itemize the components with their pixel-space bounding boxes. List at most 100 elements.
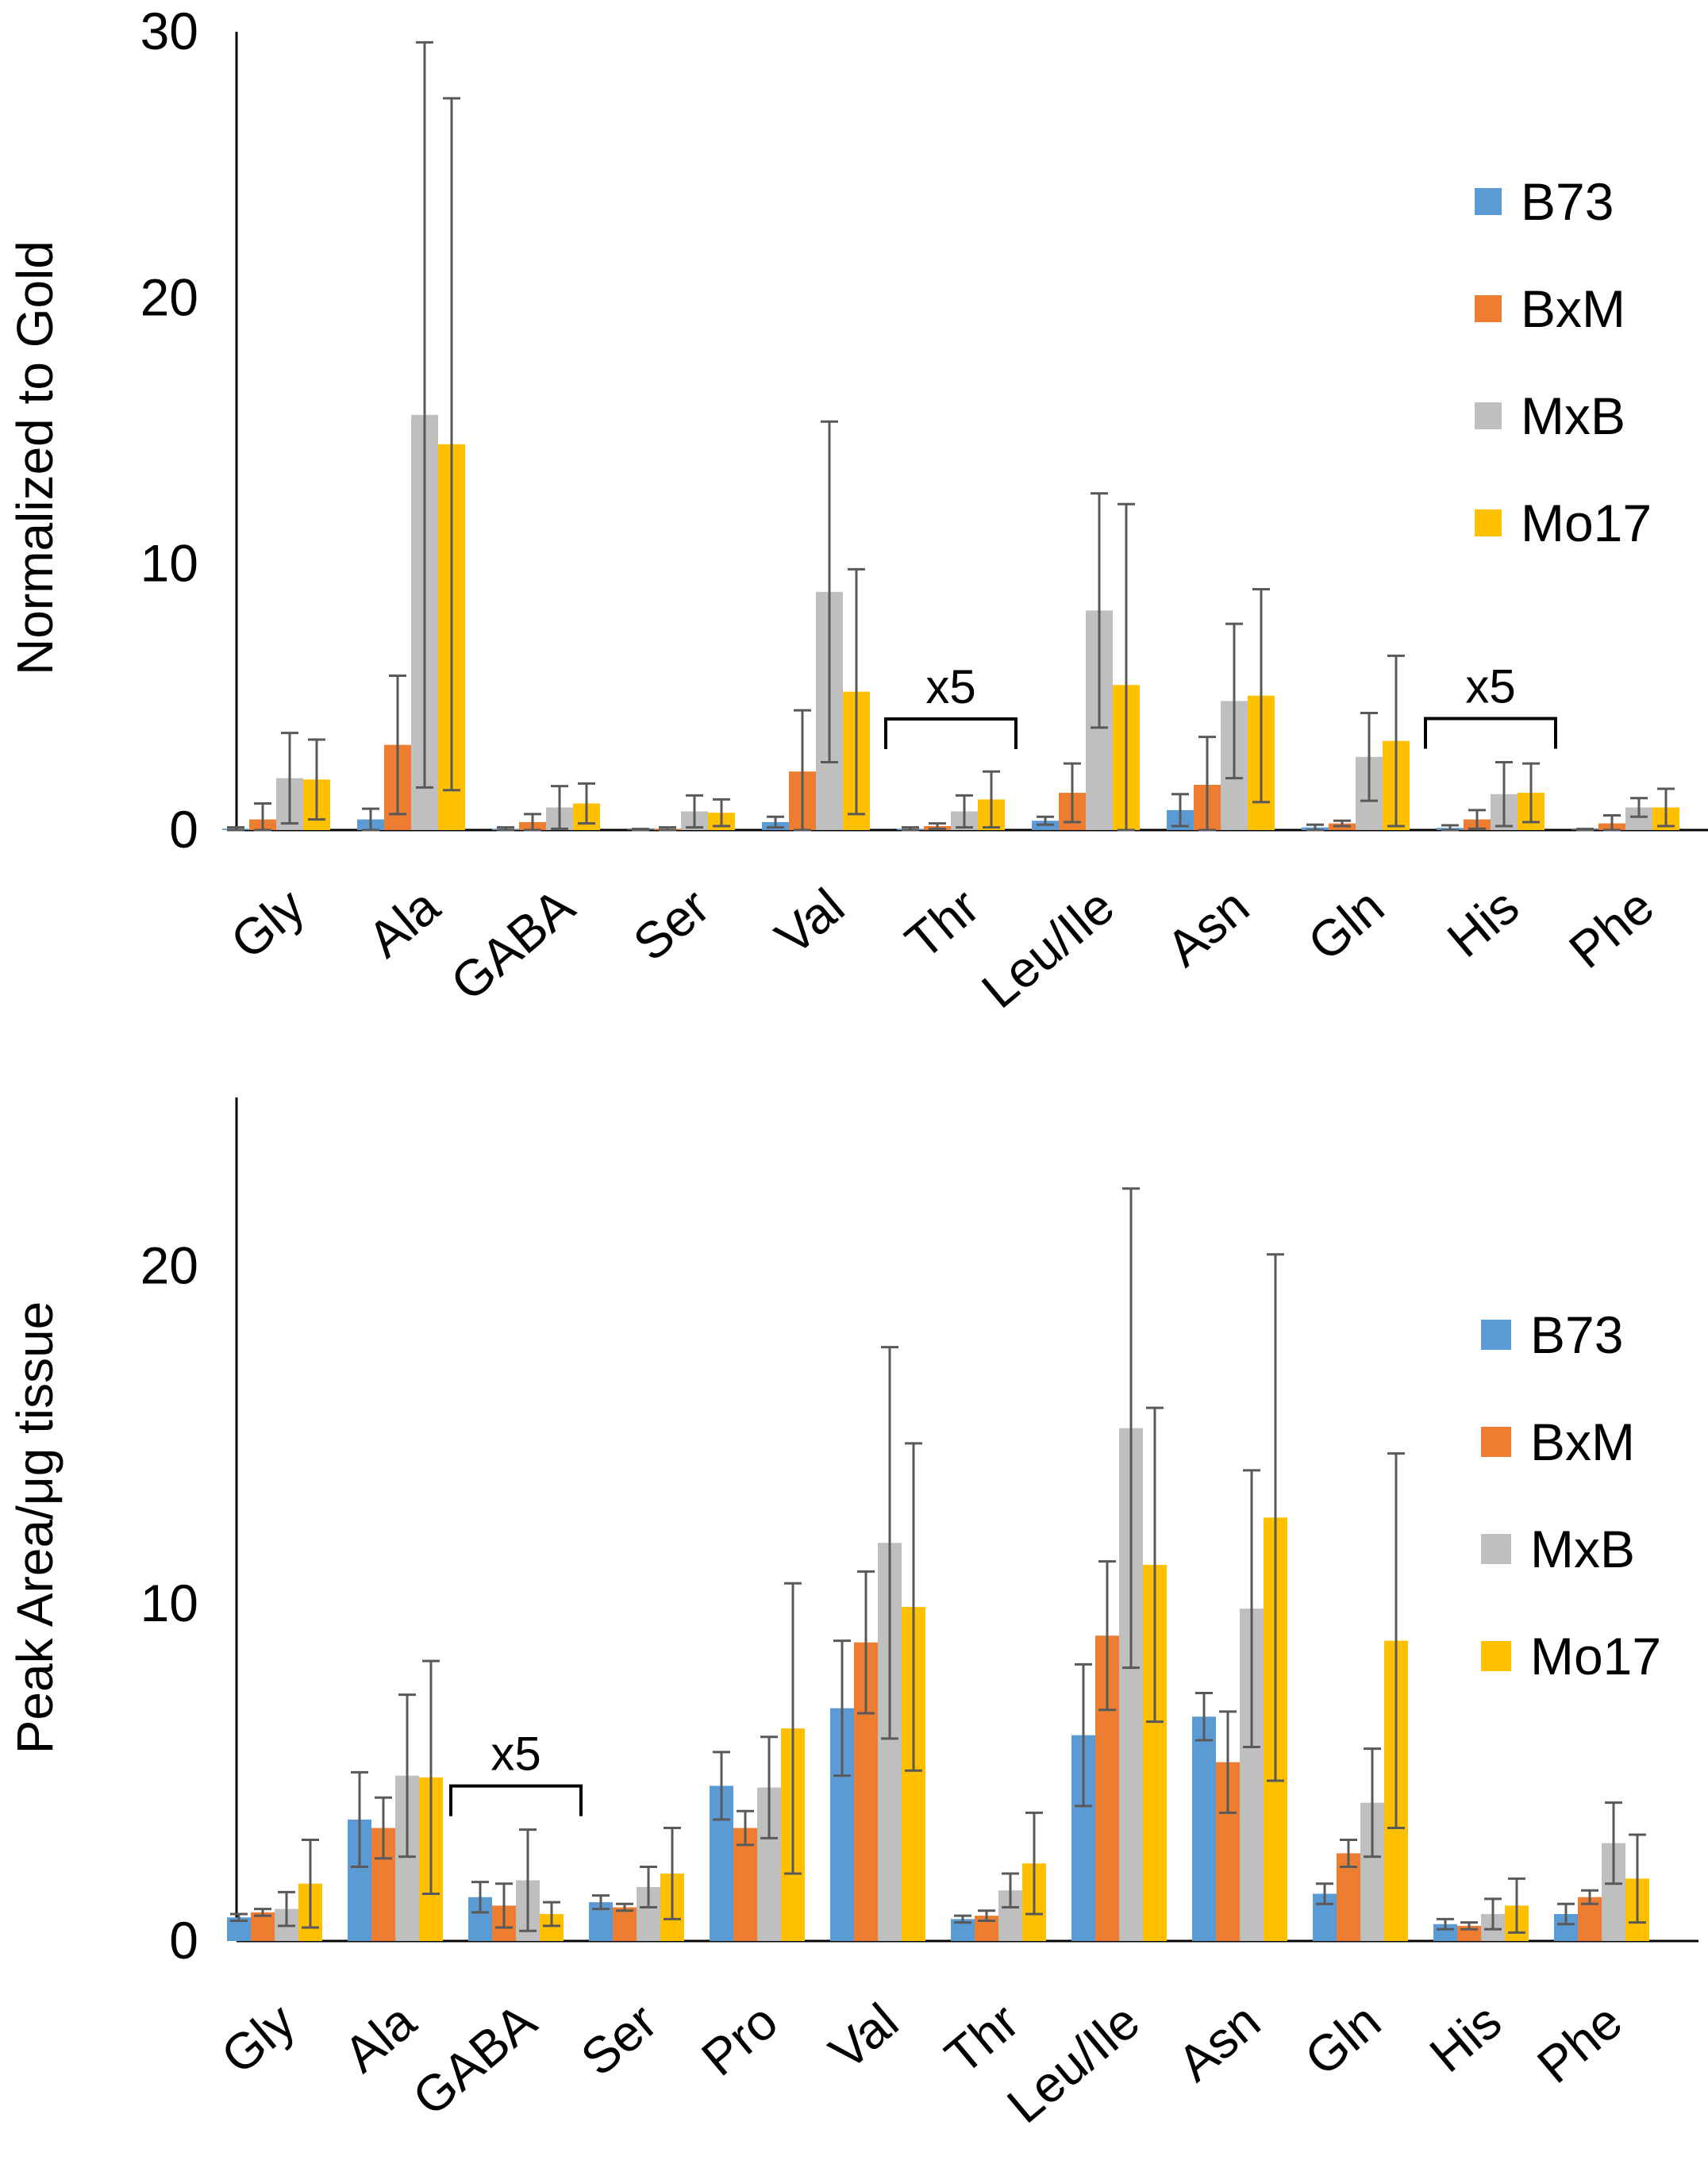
top-y-tick-label: 10 xyxy=(140,534,198,593)
bottom-category-label-gly: Gly xyxy=(210,1993,306,2085)
top-category-label-gln: Gln xyxy=(1297,878,1394,972)
top-error-bar-mxb-asn xyxy=(1225,622,1243,780)
top-error-bar-mo17-val xyxy=(848,567,865,816)
bottom-error-bar-mo17-leu-ile xyxy=(1146,1406,1164,1724)
legend-swatch xyxy=(1475,509,1502,536)
top-error-bar-bxm-thr xyxy=(929,822,946,830)
top-error-bar-mxb-his xyxy=(1495,760,1513,828)
top-error-bar-b73-his xyxy=(1441,824,1459,832)
top-error-bar-mxb-leu-ile xyxy=(1091,492,1108,729)
top-error-bar-mxb-gln xyxy=(1360,711,1378,802)
top-legend-item-b73: B73 xyxy=(1475,172,1614,231)
top-category-label-ser: Ser xyxy=(622,878,720,972)
bottom-error-bar-mo17-phe xyxy=(1629,1833,1646,1924)
bottom-error-bar-mxb-his xyxy=(1484,1897,1502,1931)
bottom-error-bar-bxm-asn xyxy=(1219,1710,1237,1814)
bottom-error-bar-b73-gln xyxy=(1316,1882,1333,1905)
bottom-error-bar-b73-phe xyxy=(1557,1902,1575,1926)
bottom-error-bar-bxm-ala xyxy=(375,1796,392,1860)
top-error-bar-bxm-gln xyxy=(1333,819,1351,828)
bottom-category-label-asn: Asn xyxy=(1167,1993,1271,2093)
top-category-label-gaba: GABA xyxy=(440,877,585,1012)
top-error-bar-mxb-thr xyxy=(956,794,973,829)
bottom-error-bar-b73-gly xyxy=(230,1912,248,1922)
top-error-bar-b73-gly xyxy=(227,826,244,832)
top-category-label-leu-ile: Leu/Ile xyxy=(971,878,1125,1020)
bottom-error-bar-mo17-his xyxy=(1508,1877,1525,1934)
bottom-error-bar-mxb-val xyxy=(881,1346,898,1740)
legend-swatch xyxy=(1481,1534,1511,1564)
annotation-label: x5 xyxy=(1465,659,1515,713)
bottom-category-label-phe: Phe xyxy=(1526,1993,1633,2094)
top-error-bar-b73-asn xyxy=(1171,793,1189,828)
annotation-label: x5 xyxy=(925,660,975,713)
bottom-error-bar-bxm-thr xyxy=(978,1909,995,1922)
top-y-tick-label: 0 xyxy=(169,800,198,859)
top-error-bar-bxm-phe xyxy=(1603,814,1621,832)
top-error-bar-mxb-ser xyxy=(686,794,703,829)
bottom-error-bar-mxb-pro xyxy=(760,1735,778,1839)
bottom-error-bar-b73-pro xyxy=(713,1751,730,1821)
bottom-error-bar-b73-val xyxy=(833,1639,851,1778)
top-error-bar-mo17-gly xyxy=(308,738,325,821)
bottom-legend-item-mxb: MxB xyxy=(1481,1520,1635,1578)
bottom-error-bar-b73-thr xyxy=(954,1914,971,1924)
top-error-bar-bxm-gly xyxy=(254,801,271,832)
bottom-error-bar-mxb-gaba xyxy=(519,1828,537,1932)
legend-swatch xyxy=(1481,1427,1511,1457)
top-category-label-gly: Gly xyxy=(220,878,315,971)
top-error-bar-bxm-his xyxy=(1468,809,1486,830)
top-error-bar-b73-ala xyxy=(362,807,379,832)
top-error-bar-mo17-his xyxy=(1522,762,1540,824)
legend-swatch xyxy=(1475,295,1502,322)
top-y-axis-label: Normalized to Gold xyxy=(6,240,63,675)
top-error-bar-b73-leu-ile xyxy=(1037,815,1054,826)
annotation-bracket xyxy=(884,717,1017,749)
bottom-error-bar-b73-ser xyxy=(592,1894,610,1911)
bottom-category-label-his: His xyxy=(1419,1993,1512,2084)
top-category-label-phe: Phe xyxy=(1558,878,1664,979)
bottom-error-bar-mo17-ser xyxy=(664,1827,681,1920)
top-error-bar-b73-phe xyxy=(1576,828,1594,832)
bottom-category-label-ser: Ser xyxy=(570,1993,667,2087)
legend-label: B73 xyxy=(1521,172,1614,231)
bottom-category-label-thr: Thr xyxy=(934,1993,1029,2085)
bottom-annotation-gaba: x5 xyxy=(449,1728,583,1816)
top-error-bar-bxm-val xyxy=(794,709,811,832)
top-error-bar-bxm-ala xyxy=(389,675,406,816)
bottom-bar-bxm-ser xyxy=(613,1907,637,1941)
top-annotation-his: x5 xyxy=(1424,659,1557,749)
bottom-error-bar-mo17-val xyxy=(905,1442,922,1772)
top-annotation-thr: x5 xyxy=(884,660,1017,749)
bottom-error-bar-mo17-thr xyxy=(1025,1811,1043,1916)
bottom-category-label-gln: Gln xyxy=(1294,1993,1391,2087)
top-error-bar-mxb-ala xyxy=(416,40,433,789)
bottom-legend-item-mo17: Mo17 xyxy=(1481,1627,1661,1685)
top-error-bar-mxb-val xyxy=(821,420,838,763)
bottom-error-bar-mxb-ala xyxy=(398,1693,416,1858)
bottom-error-bar-mxb-thr xyxy=(1002,1872,1019,1908)
bottom-legend-item-b73: B73 xyxy=(1481,1305,1623,1364)
bottom-error-bar-mo17-gly xyxy=(302,1838,319,1929)
top-error-bar-mo17-gaba xyxy=(578,782,595,825)
bottom-error-bar-mo17-gaba xyxy=(543,1901,560,1928)
top-error-bar-mxb-gaba xyxy=(551,785,568,830)
bottom-category-label-gaba: GABA xyxy=(402,1992,547,2127)
top-error-bar-mxb-gly xyxy=(281,732,298,825)
bottom-error-bar-b73-gaba xyxy=(471,1881,489,1914)
bottom-error-bar-bxm-val xyxy=(857,1570,875,1715)
bottom-error-bar-mxb-gln xyxy=(1364,1747,1381,1858)
top-error-bar-mxb-phe xyxy=(1630,797,1648,818)
top-error-bar-b73-gln xyxy=(1306,823,1324,832)
bottom-error-bar-mo17-pro xyxy=(784,1582,802,1875)
top-y-tick-label: 20 xyxy=(140,267,198,326)
top-error-bar-b73-thr xyxy=(902,826,919,832)
top-error-bar-mo17-ser xyxy=(713,798,730,828)
legend-label: BxM xyxy=(1530,1413,1635,1471)
bottom-error-bar-bxm-leu-ile xyxy=(1098,1560,1116,1712)
top-category-label-val: Val xyxy=(764,878,855,967)
bottom-error-bar-bxm-his xyxy=(1460,1921,1478,1931)
top-error-bar-mo17-ala xyxy=(443,97,460,792)
